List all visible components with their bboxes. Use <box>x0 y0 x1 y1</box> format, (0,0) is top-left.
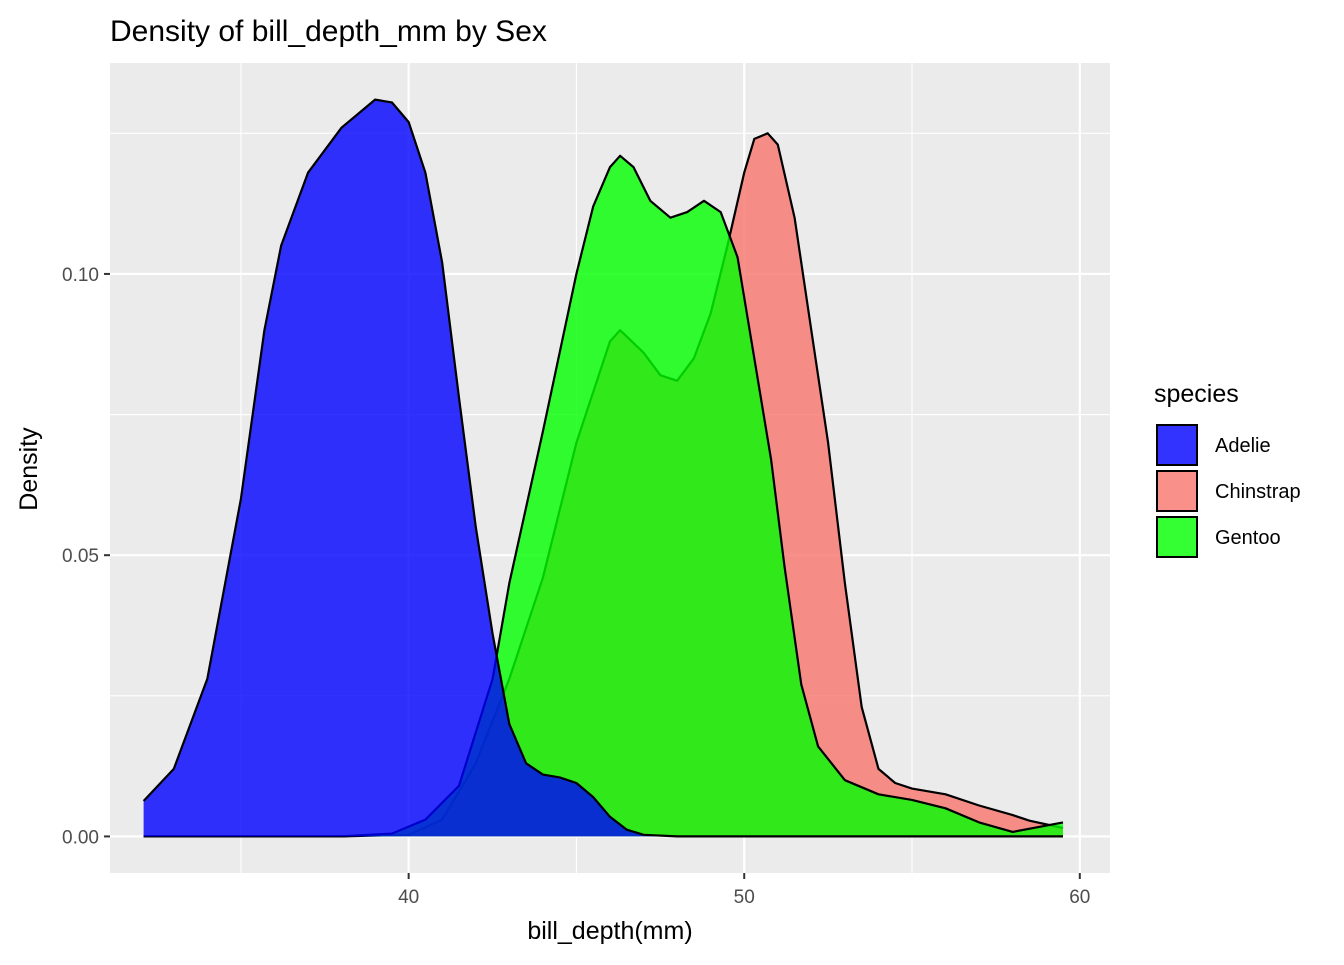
x-axis-title: bill_depth(mm) <box>527 917 692 945</box>
y-axis-title: Density <box>15 427 43 511</box>
legend-label: Chinstrap <box>1215 481 1301 503</box>
density-line-adelie <box>142 98 1063 838</box>
legend-title: species <box>1154 380 1239 408</box>
chart-title: Density of bill_depth_mm by Sex <box>110 15 547 48</box>
legend: species Adelie Chinstrap Gentoo <box>1154 380 1301 558</box>
legend-key-gentoo <box>1156 516 1198 558</box>
x-tick-label: 60 <box>1069 887 1090 908</box>
legend-label: Gentoo <box>1215 527 1281 549</box>
y-tick-label: 0.05 <box>62 546 99 567</box>
plot-panel <box>110 63 1110 873</box>
x-axis: 40 50 60 <box>398 873 1090 908</box>
y-tick-label: 0.00 <box>62 827 99 848</box>
legend-key-chinstrap <box>1156 470 1198 512</box>
density-area-adelie <box>143 99 1064 837</box>
y-tick-label: 0.10 <box>62 265 99 286</box>
legend-key-adelie <box>1156 424 1198 466</box>
legend-label: Adelie <box>1215 435 1271 457</box>
x-tick-label: 50 <box>734 887 755 908</box>
density-area-gentoo <box>143 155 1064 837</box>
y-axis: 0.00 0.05 0.10 <box>62 265 110 848</box>
x-tick-label: 40 <box>398 887 419 908</box>
